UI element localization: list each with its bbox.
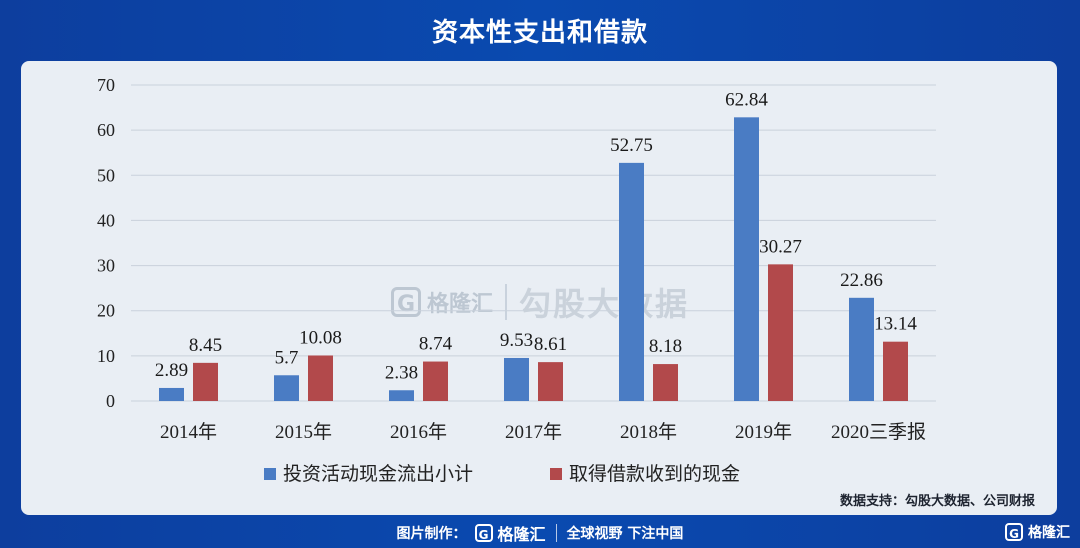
y-tick-label: 10 — [97, 346, 115, 366]
data-label: 52.75 — [610, 135, 653, 156]
x-tick-label: 2015年 — [275, 421, 332, 443]
data-label: 30.27 — [759, 236, 802, 257]
legend-label: 投资活动现金流出小计 — [283, 463, 473, 485]
bar-2 — [538, 362, 563, 401]
x-tick-label: 2018年 — [620, 421, 677, 443]
corner-logo: G 格隆汇 — [1005, 522, 1070, 542]
corner-logo-icon: G — [1005, 523, 1023, 541]
data-label: 22.86 — [840, 270, 883, 291]
legend-label: 取得借款收到的现金 — [569, 463, 740, 485]
watermark-divider — [505, 284, 508, 320]
watermark-text: 勾股大数据 — [519, 285, 690, 323]
x-tick-label: 2019年 — [735, 421, 792, 443]
bar-1 — [504, 357, 529, 401]
bar-chart: 0 10 20 30 40 50 60 70 2.898.45 2014年 5.710.08 2015… — [97, 75, 936, 485]
footer-slogan: 全球视野 下注中国 — [566, 525, 684, 542]
bar-2 — [423, 361, 448, 401]
legend-swatch — [264, 468, 276, 480]
chart-panel: G 格隆汇 勾股大数据 0 10 20 30 40 50 60 70 2.89 8.45 2014年… — [21, 61, 1057, 515]
x-tick-label: 2017年 — [505, 421, 562, 443]
bar-1 — [274, 375, 299, 401]
x-tick-label: 2014年 — [160, 421, 217, 443]
x-tick-label: 2020三季报 — [831, 421, 926, 443]
y-tick-label: 40 — [97, 210, 115, 230]
footer-made-by: 图片制作： — [396, 525, 467, 542]
data-label: 62.84 — [725, 89, 768, 110]
data-label: 8.74 — [419, 334, 453, 355]
watermark: G 格隆汇 勾股大数据 — [391, 279, 689, 325]
y-tick-label: 0 — [106, 391, 115, 411]
data-label: 2.38 — [385, 362, 418, 383]
y-tick-label: 20 — [97, 301, 115, 321]
bar-1 — [159, 387, 184, 401]
data-label: 8.61 — [534, 334, 567, 355]
data-label: 13.14 — [874, 314, 917, 335]
footer-divider — [555, 523, 557, 542]
y-tick-label: 60 — [97, 120, 115, 140]
bar-1 — [734, 117, 759, 402]
watermark-brand: 格隆汇 — [427, 292, 494, 317]
data-label: 8.18 — [649, 336, 682, 357]
bar-2 — [883, 341, 908, 401]
footer: 图片制作： G 格隆汇 全球视野 下注中国 — [0, 517, 1080, 548]
data-source: 数据支持：勾股大数据、公司财报 — [839, 494, 1035, 509]
y-tick-label: 50 — [97, 165, 115, 185]
footer-logo-icon: G — [474, 523, 493, 542]
footer-brand: 格隆汇 — [497, 524, 546, 544]
legend-swatch — [550, 468, 562, 480]
y-tick-label: 70 — [97, 75, 115, 95]
data-label: 10.08 — [299, 327, 342, 348]
page-title: 资本性支出和借款 — [431, 18, 648, 48]
bar-2 — [308, 355, 333, 401]
x-tick-label: 2016年 — [390, 421, 447, 443]
bar-1 — [389, 390, 414, 401]
data-label: 2.89 — [155, 360, 188, 381]
bar-2 — [768, 264, 793, 401]
bar-1 — [849, 297, 874, 401]
bar-2 — [653, 364, 678, 401]
data-label: 8.45 — [189, 335, 222, 356]
data-label: 5.7 — [275, 347, 299, 368]
y-tick-label: 30 — [97, 256, 115, 276]
bar-2 — [193, 362, 218, 401]
data-label: 9.53 — [500, 330, 533, 351]
corner-brand: 格隆汇 — [1028, 525, 1070, 541]
bar-1 — [619, 162, 644, 401]
